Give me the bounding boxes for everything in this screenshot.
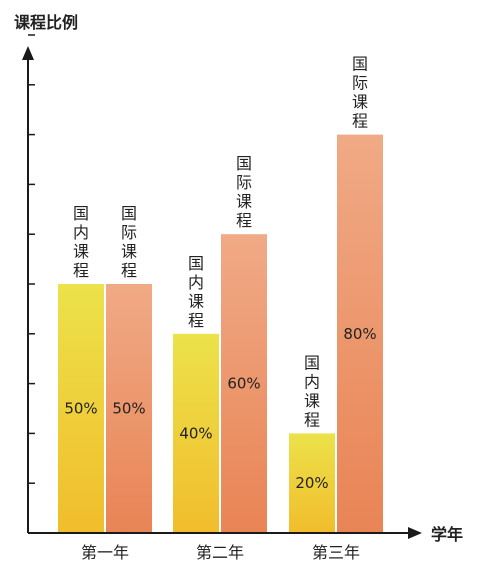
bar-international-2 [221, 234, 267, 533]
axes-group [22, 34, 422, 539]
bars-group [58, 134, 383, 533]
bar-international-1 [106, 284, 152, 533]
bar-domestic-2 [173, 333, 219, 533]
bar-domestic-3 [289, 433, 335, 533]
x-tick-label-3: 第三年 [312, 543, 360, 562]
value-label-domestic-2: 40% [179, 424, 212, 442]
bar-name-international-3: 国际课程 [352, 55, 368, 131]
x-axis-title: 学年 [431, 525, 463, 544]
value-label-domestic-3: 20% [295, 474, 328, 492]
value-label-domestic-1: 50% [64, 400, 97, 418]
bar-name-international-1: 国际课程 [121, 204, 137, 280]
x-tick-label-2: 第二年 [196, 543, 244, 562]
bar-name-international-2: 国际课程 [236, 154, 252, 230]
bar-name-domestic-2: 国内课程 [188, 254, 204, 330]
value-label-international-1: 50% [112, 400, 145, 418]
bar-international-3 [337, 134, 383, 533]
bar-name-domestic-3: 国内课程 [304, 353, 320, 429]
bar-domestic-1 [58, 284, 104, 533]
value-label-international-3: 80% [343, 325, 376, 343]
y-axis-title: 课程比例 [14, 13, 78, 32]
bar-name-domestic-1: 国内课程 [73, 204, 89, 280]
y-axis-arrow [22, 46, 34, 60]
x-axis-arrow [408, 527, 422, 539]
x-tick-label-1: 第一年 [81, 543, 129, 562]
value-label-international-2: 60% [227, 375, 260, 393]
